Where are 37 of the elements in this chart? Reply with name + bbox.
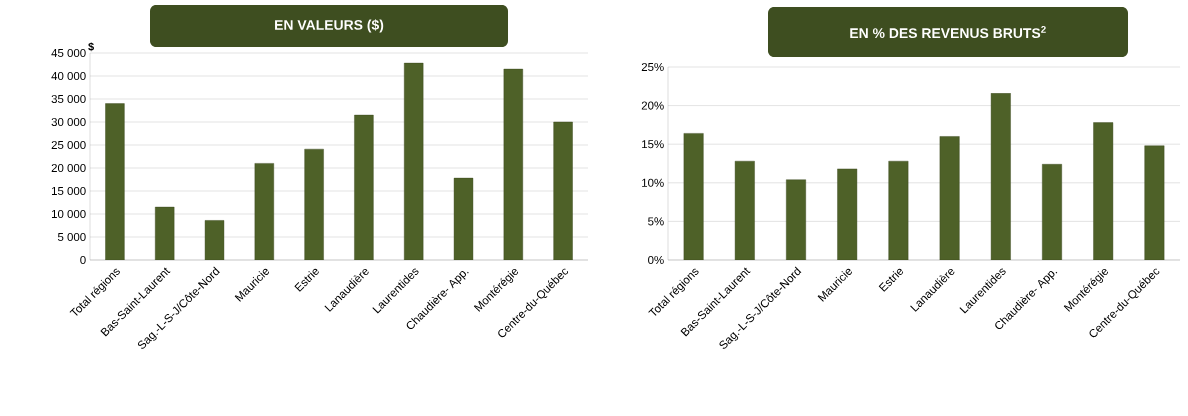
bar [404,62,424,260]
bar [254,163,274,260]
bar [304,148,324,260]
y-tick-label: 10 000 [51,209,86,219]
y-tick-label: 35 000 [51,94,86,104]
y-axis-title: $ [88,42,94,52]
bar [105,103,125,260]
bar [354,114,374,260]
y-tick-label: 5% [648,217,664,226]
y-tick-label: 15 000 [51,186,86,196]
y-tick-label: 0 [80,255,86,265]
bar [990,93,1011,260]
y-tick-label: 30 000 [51,117,86,127]
bar [786,179,806,260]
y-tick-label: 40 000 [51,71,86,81]
y-tick-label: 25% [641,62,664,72]
bar [553,121,573,260]
bar [837,168,858,260]
y-tick-label: 5 000 [57,232,86,242]
y-tick-label: 15% [642,140,664,149]
bar [734,160,755,260]
y-tick-label: 0% [648,255,664,265]
bar [1042,164,1062,260]
y-tick-label: 25 000 [51,140,86,150]
bar [683,133,704,260]
chart-title: EN % DES REVENUS BRUTS$^{2}$ [850,25,1046,39]
y-tick-label: 20% [641,101,664,110]
bar [155,206,175,260]
chart-title: EN VALEURS ($) [275,19,384,33]
bar [1144,145,1165,260]
bar [503,68,523,260]
bar [888,160,909,260]
y-tick-label: 20 000 [51,163,86,173]
bar [939,136,960,260]
bar [1093,122,1114,260]
y-tick-label: 45 000 [51,48,86,58]
y-tick-label: 10% [642,178,664,187]
